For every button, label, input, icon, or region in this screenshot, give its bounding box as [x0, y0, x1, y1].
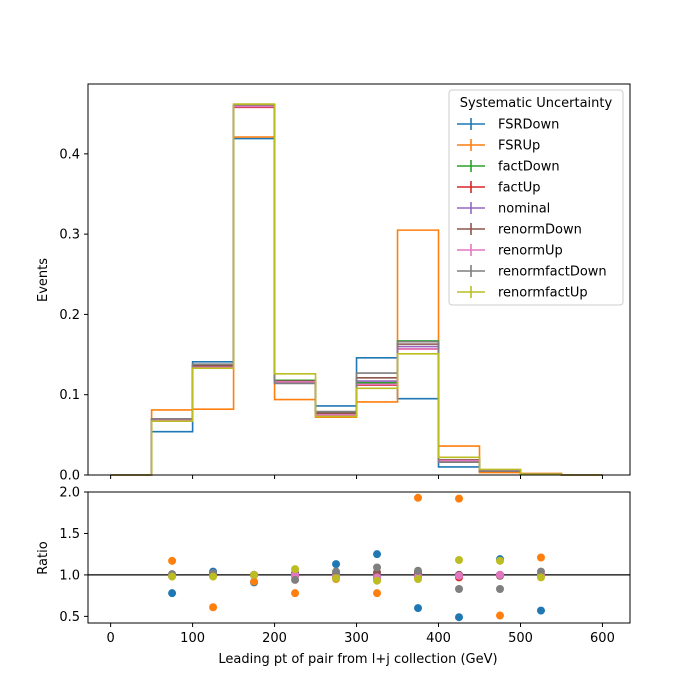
legend-label: factUp [498, 181, 541, 196]
legend-entry-fsrdown: FSRDown [457, 118, 559, 133]
ratio-point [373, 563, 382, 572]
ratio-point [291, 575, 300, 584]
ratio-point [209, 572, 218, 581]
ratio-point [495, 556, 504, 565]
ratio-point [455, 571, 464, 580]
legend-entry-renormfact-down: renormfactDown [457, 265, 607, 280]
ratio-x-axis-ticks: 0 100 200 300 400 500 600 [106, 623, 615, 646]
main-x-axis-ticks [110, 475, 603, 479]
main-y-tick-label: 0.4 [59, 147, 80, 162]
ratio-point [536, 567, 545, 576]
ratio-point [168, 589, 177, 598]
ratio-point [455, 494, 464, 503]
legend-entry-fsrup: FSRUp [457, 139, 540, 154]
ratio-point [414, 493, 423, 502]
ratio-point [332, 560, 341, 569]
legend: Systematic Uncertainty FSRDown FSRUp factD… [448, 89, 624, 306]
ratio-point [414, 604, 423, 613]
ratio-plot-frame [87, 491, 631, 624]
x-tick-label: 400 [426, 631, 451, 646]
x-tick-label: 300 [344, 631, 369, 646]
legend-label: renormfactUp [498, 286, 588, 301]
legend-entry-fact-up: factUp [457, 181, 541, 196]
legend-label: FSRDown [498, 118, 559, 133]
x-tick-label: 500 [508, 631, 533, 646]
main-y-tick-label: 0.0 [59, 469, 80, 484]
x-axis-label: Leading pt of pair from l+j collection (… [218, 652, 497, 667]
ratio-y-tick-label: 1.0 [59, 568, 80, 583]
ratio-y-tick-label: 0.5 [59, 610, 80, 625]
legend-entry-renorm-down: renormDown [457, 223, 582, 238]
legend-entries: FSRDown FSRUp factDown factUp nominal renormD… [457, 118, 607, 301]
main-y-axis-label: Events [36, 258, 51, 302]
x-tick-label: 0 [106, 631, 114, 646]
ratio-y-axis-label: Ratio [36, 541, 51, 574]
legend-box [448, 89, 624, 306]
ratio-point [168, 556, 177, 565]
ratio-point [414, 575, 423, 584]
step-line-renormfact-up [110, 103, 603, 476]
legend-entry-renormfact-up: renormfactUp [457, 286, 588, 301]
ratio-point [291, 589, 300, 598]
ratio-panel: 0.5 1.0 1.5 2.0 0 100 200 300 400 500 600 Ratio L… [36, 486, 631, 667]
ratio-point [455, 585, 464, 594]
legend-label: nominal [498, 202, 550, 217]
legend-label: renormDown [498, 223, 582, 238]
ratio-point [536, 553, 545, 562]
main-series-group [110, 103, 603, 476]
ratio-point [495, 611, 504, 620]
ratio-point [332, 567, 341, 576]
ratio-point [495, 570, 504, 579]
ratio-point [495, 585, 504, 594]
ratio-point [373, 550, 382, 559]
ratio-points-renormfact-up [168, 555, 545, 585]
main-y-axis-ticks: 0.0 0.1 0.2 0.3 0.4 [59, 147, 88, 484]
legend-entry-renorm-up: renormUp [457, 244, 563, 259]
x-tick-label: 100 [180, 631, 205, 646]
ratio-point [536, 606, 545, 615]
ratio-point [332, 574, 341, 583]
legend-entry-nominal: nominal [457, 202, 550, 217]
ratio-point [536, 573, 545, 582]
ratio-point [168, 572, 177, 581]
ratio-point [250, 570, 259, 579]
legend-entry-fact-down: factDown [457, 160, 560, 175]
main-y-tick-label: 0.2 [59, 308, 80, 323]
legend-label: FSRUp [498, 139, 540, 154]
ratio-point [455, 613, 464, 622]
main-y-tick-label: 0.3 [59, 228, 80, 243]
ratio-series-group [168, 493, 545, 622]
ratio-y-tick-label: 1.5 [59, 527, 80, 542]
main-y-tick-label: 0.1 [59, 388, 80, 403]
legend-label: renormfactDown [498, 265, 607, 280]
ratio-point [455, 555, 464, 564]
ratio-y-tick-label: 2.0 [59, 486, 80, 501]
x-tick-label: 600 [590, 631, 615, 646]
ratio-y-axis-ticks: 0.5 1.0 1.5 2.0 [59, 486, 88, 625]
ratio-point [209, 603, 218, 612]
x-tick-label: 200 [262, 631, 287, 646]
ratio-point [373, 576, 382, 585]
ratio-point [250, 577, 259, 586]
main-panel: 0.0 0.1 0.2 0.3 0.4 Events [36, 83, 631, 484]
ratio-point [414, 566, 423, 575]
legend-label: factDown [498, 160, 560, 175]
ratio-point [291, 565, 300, 574]
main-plot-frame [87, 83, 631, 476]
ratio-points-fsrup [168, 493, 545, 620]
legend-label: renormUp [498, 244, 563, 259]
ratio-point [373, 589, 382, 598]
legend-title: Systematic Uncertainty [460, 96, 613, 111]
